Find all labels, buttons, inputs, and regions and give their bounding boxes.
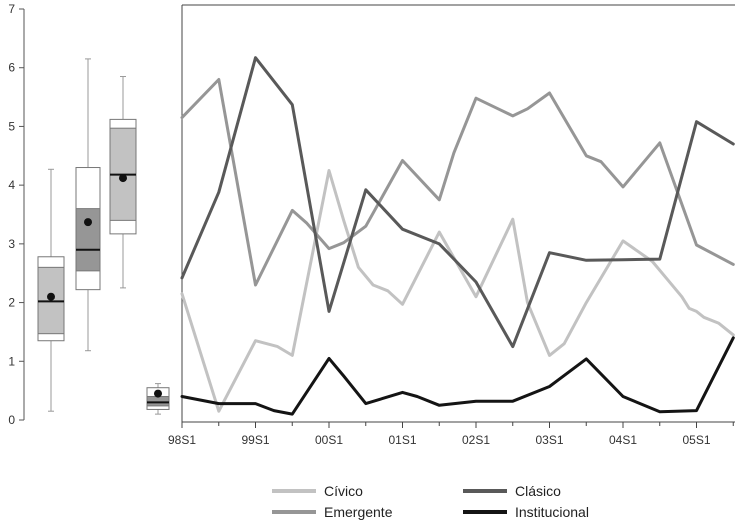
boxplot-4	[146, 383, 170, 415]
y-tick-label: 6	[8, 61, 15, 75]
x-axis: 98S1 99S1 00S1 01S1 02S1 03S1 04S1 05S1	[168, 422, 734, 447]
series-line-2	[180, 56, 735, 349]
y-tick-label: 2	[8, 296, 15, 310]
series-line-1	[180, 78, 735, 287]
series-lines	[180, 56, 735, 416]
x-tick-label: 05S1	[682, 433, 710, 447]
boxplot-band	[75, 208, 101, 272]
y-tick-label: 4	[8, 178, 15, 192]
boxplot-band	[146, 396, 170, 407]
x-tick-label: 98S1	[168, 433, 196, 447]
x-tick-label: 04S1	[609, 433, 637, 447]
y-axis: 0 1 2 3 4 5 6 7	[8, 2, 25, 427]
legend-item-2: Clásico	[463, 483, 561, 499]
boxplot-3	[109, 76, 137, 289]
boxplot-mean-point	[47, 292, 55, 301]
boxplot-mean-point	[154, 389, 162, 398]
y-tick-label: 0	[8, 413, 15, 427]
series-line-0	[180, 169, 735, 413]
legend-item-3: Institucional	[463, 504, 589, 520]
boxplot-1	[37, 168, 65, 412]
boxplot-mean-point	[84, 218, 92, 227]
x-tick-label: 01S1	[388, 433, 416, 447]
legend-label: Emergente	[324, 504, 393, 520]
legend-label: Clásico	[515, 483, 561, 499]
plot-frame	[181, 4, 735, 423]
x-tick-label: 03S1	[535, 433, 563, 447]
legend: Cívico Emergente Clásico Institucional	[272, 483, 589, 520]
x-tick-label: 02S1	[462, 433, 490, 447]
boxplot-2	[75, 58, 101, 352]
legend-label: Institucional	[515, 504, 589, 520]
legend-label: Cívico	[324, 483, 363, 499]
y-tick-label: 5	[8, 119, 15, 133]
boxplot-mean-point	[119, 174, 127, 183]
legend-item-1: Emergente	[272, 504, 393, 520]
series-line-3	[180, 336, 735, 416]
y-tick-label: 1	[8, 354, 15, 368]
x-tick-label: 99S1	[241, 433, 269, 447]
legend-item-0: Cívico	[272, 483, 363, 499]
y-tick-label: 3	[8, 237, 15, 251]
y-tick-label: 7	[8, 2, 15, 16]
x-tick-label: 00S1	[315, 433, 343, 447]
boxplots	[37, 58, 170, 415]
